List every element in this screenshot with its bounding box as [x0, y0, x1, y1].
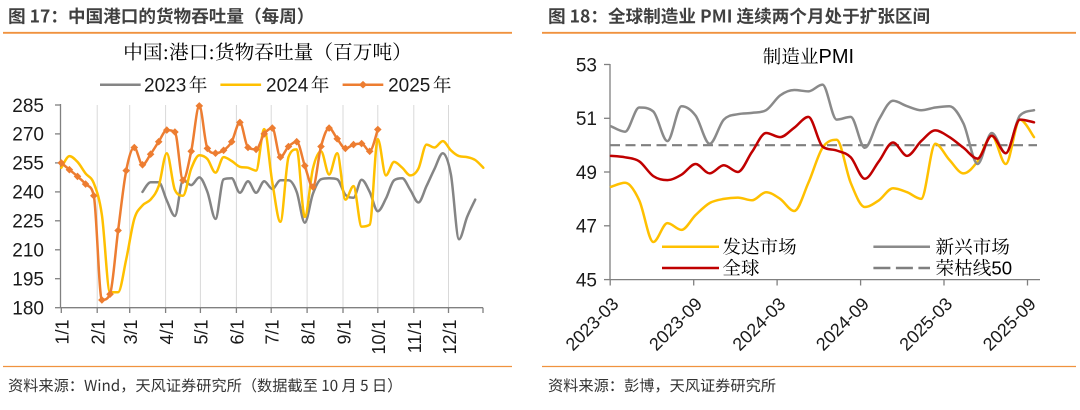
svg-text:285: 285	[12, 96, 44, 117]
svg-text:180: 180	[12, 299, 44, 320]
svg-text:255: 255	[12, 154, 44, 175]
svg-text:51: 51	[576, 109, 597, 130]
svg-text:10/1: 10/1	[369, 320, 389, 355]
svg-text:2025: 2025	[388, 76, 430, 97]
svg-text:45: 45	[576, 270, 597, 291]
svg-text:6/1: 6/1	[228, 320, 248, 345]
svg-text:12/1: 12/1	[440, 320, 460, 355]
svg-text:11/1: 11/1	[405, 320, 425, 354]
svg-text:1/1: 1/1	[53, 320, 73, 345]
svg-text:9/1: 9/1	[334, 320, 354, 345]
svg-text:PMI: PMI	[819, 46, 855, 68]
svg-text:2/1: 2/1	[89, 320, 109, 345]
svg-text:49: 49	[576, 163, 597, 184]
svg-text:5/1: 5/1	[192, 320, 212, 345]
svg-text:270: 270	[12, 125, 44, 146]
svg-text:7/1: 7/1	[263, 320, 283, 345]
svg-text:50: 50	[991, 258, 1012, 279]
svg-text:53: 53	[576, 55, 597, 76]
svg-text:2023: 2023	[144, 76, 186, 97]
svg-text:195: 195	[12, 270, 44, 291]
svg-text:240: 240	[12, 183, 44, 204]
svg-text:4/1: 4/1	[157, 320, 177, 345]
svg-text:210: 210	[12, 241, 44, 262]
svg-text:8/1: 8/1	[298, 320, 318, 345]
svg-text:225: 225	[12, 212, 44, 233]
svg-text:47: 47	[576, 217, 597, 238]
svg-text:2024: 2024	[266, 76, 309, 97]
svg-text:3/1: 3/1	[121, 320, 141, 345]
